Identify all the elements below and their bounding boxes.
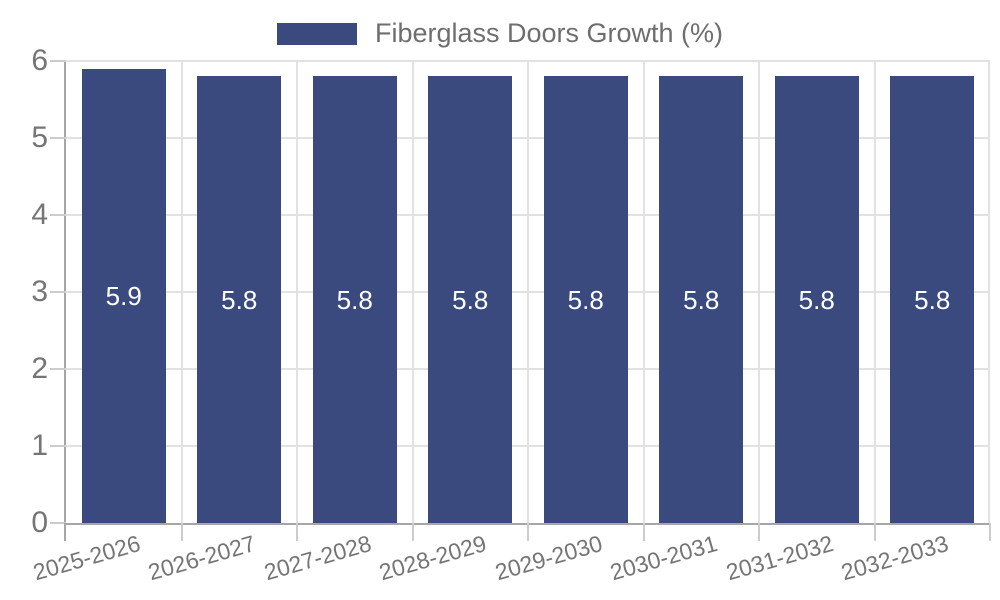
legend-label: Fiberglass Doors Growth (%) — [374, 18, 724, 48]
y-tick-mark — [50, 522, 66, 524]
y-axis-extension — [64, 523, 66, 541]
gridline-vertical — [411, 61, 414, 523]
x-tick-mark — [873, 523, 876, 541]
y-tick-label: 4 — [31, 198, 48, 232]
bar-value-label: 5.8 — [798, 284, 835, 315]
gridline-vertical — [642, 61, 645, 523]
x-tick-mark — [642, 523, 645, 541]
y-tick-mark — [50, 445, 66, 448]
bar-value-label: 5.8 — [336, 284, 373, 315]
gridline-vertical — [180, 61, 183, 523]
y-tick-label: 5 — [31, 121, 48, 154]
y-tick-label: 6 — [31, 44, 48, 77]
bar-value-label: 5.8 — [221, 284, 258, 315]
legend-swatch — [276, 22, 357, 45]
y-tick-label: 0 — [31, 506, 48, 539]
gridline-vertical — [758, 61, 760, 523]
bar-2031-2032: 5.8 — [774, 76, 859, 523]
x-axis-labels: 2025-2026 2026-2027 2027-2028 2028-2029 2029… — [30, 523, 990, 599]
y-tick-mark — [50, 368, 66, 371]
gridline-vertical — [988, 61, 990, 523]
chart-legend: Fiberglass Doors Growth (%) — [0, 18, 1000, 49]
bar-2027-2028: 5.8 — [312, 76, 397, 523]
x-tick-mark — [527, 523, 529, 541]
y-tick-label: 2 — [31, 352, 48, 386]
x-tick-mark — [411, 523, 414, 541]
bar-value-label: 5.8 — [567, 284, 604, 315]
bar-value-label: 5.9 — [105, 280, 142, 311]
bar-2025-2026: 5.9 — [81, 68, 166, 523]
gridline-vertical — [527, 61, 529, 523]
gridline-vertical — [873, 61, 876, 523]
y-tick-mark — [50, 214, 66, 217]
x-tick-mark — [758, 523, 760, 541]
bar-2029-2030: 5.8 — [543, 76, 628, 523]
y-tick-label: 1 — [31, 429, 48, 463]
x-tick-mark — [296, 523, 298, 541]
bar-2030-2031: 5.8 — [659, 76, 744, 523]
y-tick-mark — [50, 60, 66, 62]
y-tick-label: 3 — [31, 275, 48, 308]
bar-value-label: 5.8 — [914, 284, 951, 315]
bar-value-label: 5.8 — [452, 284, 489, 315]
y-tick-mark — [50, 137, 66, 139]
gridline-vertical — [296, 61, 298, 523]
x-tick-mark — [989, 523, 991, 541]
bar-2028-2029: 5.8 — [428, 76, 513, 523]
bar-2032-2033: 5.8 — [890, 76, 975, 523]
bar-2026-2027: 5.8 — [197, 76, 282, 523]
bar-value-label: 5.8 — [683, 284, 720, 315]
y-tick-mark — [50, 291, 66, 293]
x-tick-mark — [180, 523, 183, 541]
legend-item-fiberglass-doors-growth[interactable]: Fiberglass Doors Growth (%) — [276, 18, 724, 49]
